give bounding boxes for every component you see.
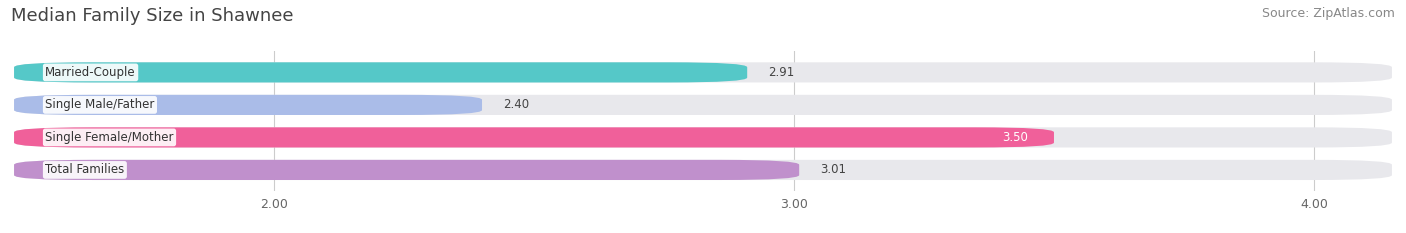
Text: Single Male/Father: Single Male/Father (45, 98, 155, 111)
Text: 3.50: 3.50 (1002, 131, 1028, 144)
FancyBboxPatch shape (14, 62, 747, 82)
Text: Married-Couple: Married-Couple (45, 66, 136, 79)
FancyBboxPatch shape (14, 160, 799, 180)
FancyBboxPatch shape (14, 127, 1392, 147)
Text: 2.40: 2.40 (503, 98, 529, 111)
FancyBboxPatch shape (14, 160, 1392, 180)
FancyBboxPatch shape (14, 127, 1054, 147)
Text: Median Family Size in Shawnee: Median Family Size in Shawnee (11, 7, 294, 25)
Text: 2.91: 2.91 (768, 66, 794, 79)
FancyBboxPatch shape (14, 62, 1392, 82)
Text: Total Families: Total Families (45, 163, 125, 176)
Text: Single Female/Mother: Single Female/Mother (45, 131, 174, 144)
FancyBboxPatch shape (14, 95, 1392, 115)
Text: 3.01: 3.01 (820, 163, 846, 176)
FancyBboxPatch shape (14, 95, 482, 115)
Text: Source: ZipAtlas.com: Source: ZipAtlas.com (1261, 7, 1395, 20)
